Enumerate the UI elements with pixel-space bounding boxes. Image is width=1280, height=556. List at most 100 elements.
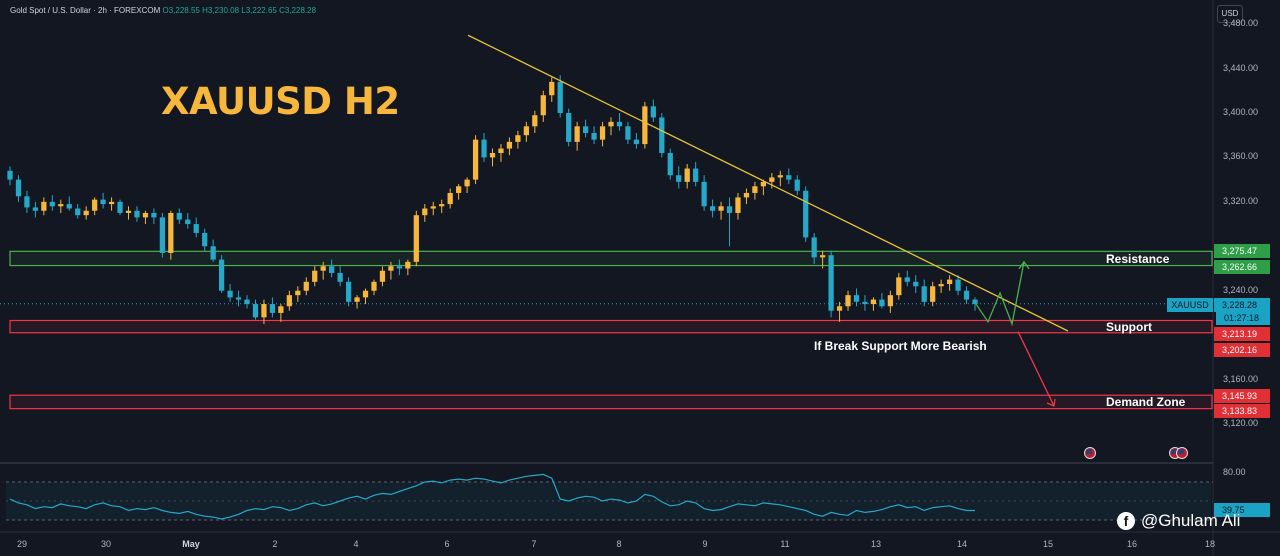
us-flag-event-icon[interactable] — [1084, 447, 1096, 459]
candle-body — [345, 281, 352, 302]
candle-body — [701, 181, 707, 207]
rsi-band — [6, 482, 1211, 520]
us-flag-event-icon[interactable] — [1176, 447, 1188, 459]
candle-body — [151, 212, 157, 218]
candle-body — [557, 81, 563, 113]
resistance-top-price: 3,275.47 — [1214, 244, 1270, 258]
candle-body — [625, 126, 631, 140]
support-zone — [9, 319, 1213, 334]
support-label: Support — [1106, 320, 1152, 334]
candle-body — [743, 192, 750, 198]
candle-body — [811, 237, 817, 258]
candle-body — [447, 192, 453, 205]
candle-body — [92, 199, 98, 211]
candle-body — [337, 272, 343, 282]
candle-body — [693, 168, 699, 182]
candle-body — [286, 295, 292, 307]
candle-body — [659, 117, 665, 153]
candle-body — [371, 281, 377, 291]
y-tick-label: 3,320.00 — [1223, 195, 1259, 206]
rsi-value-tag: 39.75 — [1214, 503, 1270, 517]
symbol-price-tag: XAUUSD — [1167, 298, 1213, 312]
candle-body — [913, 281, 919, 287]
candle-body — [481, 139, 487, 158]
ohlc-high: H3,230.08 — [202, 6, 240, 15]
y-tick-label: 3,480.00 — [1223, 18, 1259, 29]
candle-body — [735, 197, 741, 213]
candle-body — [896, 277, 902, 296]
demand-top-price: 3,145.93 — [1214, 389, 1270, 403]
price-scale-bg — [1213, 0, 1280, 556]
candle-body — [422, 208, 428, 216]
chart-header: Gold Spot / U.S. Dollar · 2h · FOREXCOM … — [10, 6, 316, 15]
x-tick-label: 18 — [1204, 539, 1216, 549]
candle-body — [303, 281, 309, 291]
candle-body — [227, 290, 233, 298]
candle-body — [32, 207, 39, 211]
candle-body — [582, 126, 589, 133]
candle-body — [185, 219, 191, 225]
x-tick-label: 30 — [100, 539, 112, 549]
trendline — [467, 34, 1069, 332]
candle-body — [439, 204, 445, 207]
candle-body — [108, 201, 115, 205]
candle-body — [15, 179, 22, 197]
candle-body — [836, 306, 843, 311]
candle-body — [329, 266, 335, 273]
candle-body — [413, 215, 419, 262]
candle-body — [506, 141, 513, 149]
candle-body — [591, 132, 597, 140]
candle-body — [616, 121, 623, 127]
candle-body — [820, 255, 826, 258]
candle-body — [354, 297, 360, 302]
candle-body — [489, 152, 496, 158]
candle-body — [83, 210, 89, 216]
candle-body — [752, 186, 758, 193]
candle-body — [515, 135, 521, 142]
candle-body — [430, 206, 436, 209]
candle-body — [777, 175, 783, 178]
candle-body — [718, 206, 724, 211]
candle-body — [142, 212, 149, 218]
candle-body — [709, 206, 716, 211]
candle-body — [532, 115, 538, 127]
candle-body — [574, 126, 580, 142]
projection-up-path — [975, 261, 1025, 327]
currency-button[interactable]: USD — [1217, 5, 1243, 23]
x-tick-label: 2 — [272, 539, 278, 549]
x-tick-label: 13 — [870, 539, 882, 549]
candle-body — [464, 179, 470, 187]
candle-body — [117, 201, 123, 213]
x-tick-label: May — [182, 539, 200, 549]
candle-body — [320, 266, 326, 271]
candle-body — [244, 299, 250, 305]
x-tick-label: 16 — [1126, 539, 1138, 549]
candle-body — [159, 217, 165, 253]
resistance-bottom-price: 3,262.66 — [1214, 260, 1270, 274]
candle-body — [726, 206, 733, 213]
ohlc-close: C3,228.28 — [279, 6, 317, 15]
candle-body — [41, 201, 47, 211]
candle-body — [870, 299, 877, 305]
x-tick-label: 7 — [531, 539, 537, 549]
candle-body — [498, 148, 504, 153]
candle-body — [362, 290, 369, 298]
projection-down-path — [1017, 331, 1055, 407]
candle-body — [642, 106, 648, 145]
candle-body — [218, 259, 225, 291]
candle-body — [667, 152, 673, 176]
candle-body — [75, 208, 81, 216]
candle-body — [930, 286, 936, 302]
candle-body — [66, 204, 72, 209]
candle-body — [566, 113, 572, 142]
x-tick-label: 9 — [702, 539, 708, 549]
ohlc-low: L3,222.65 — [241, 6, 277, 15]
candle-body — [456, 186, 462, 193]
x-tick-label: 15 — [1042, 539, 1054, 549]
ohlc-open: O3,228.55 — [162, 6, 200, 15]
candle-body — [955, 279, 961, 291]
candle-body — [49, 201, 55, 207]
x-tick-label: 6 — [444, 539, 450, 549]
watermark: f @Ghulam Ali — [1117, 511, 1240, 531]
